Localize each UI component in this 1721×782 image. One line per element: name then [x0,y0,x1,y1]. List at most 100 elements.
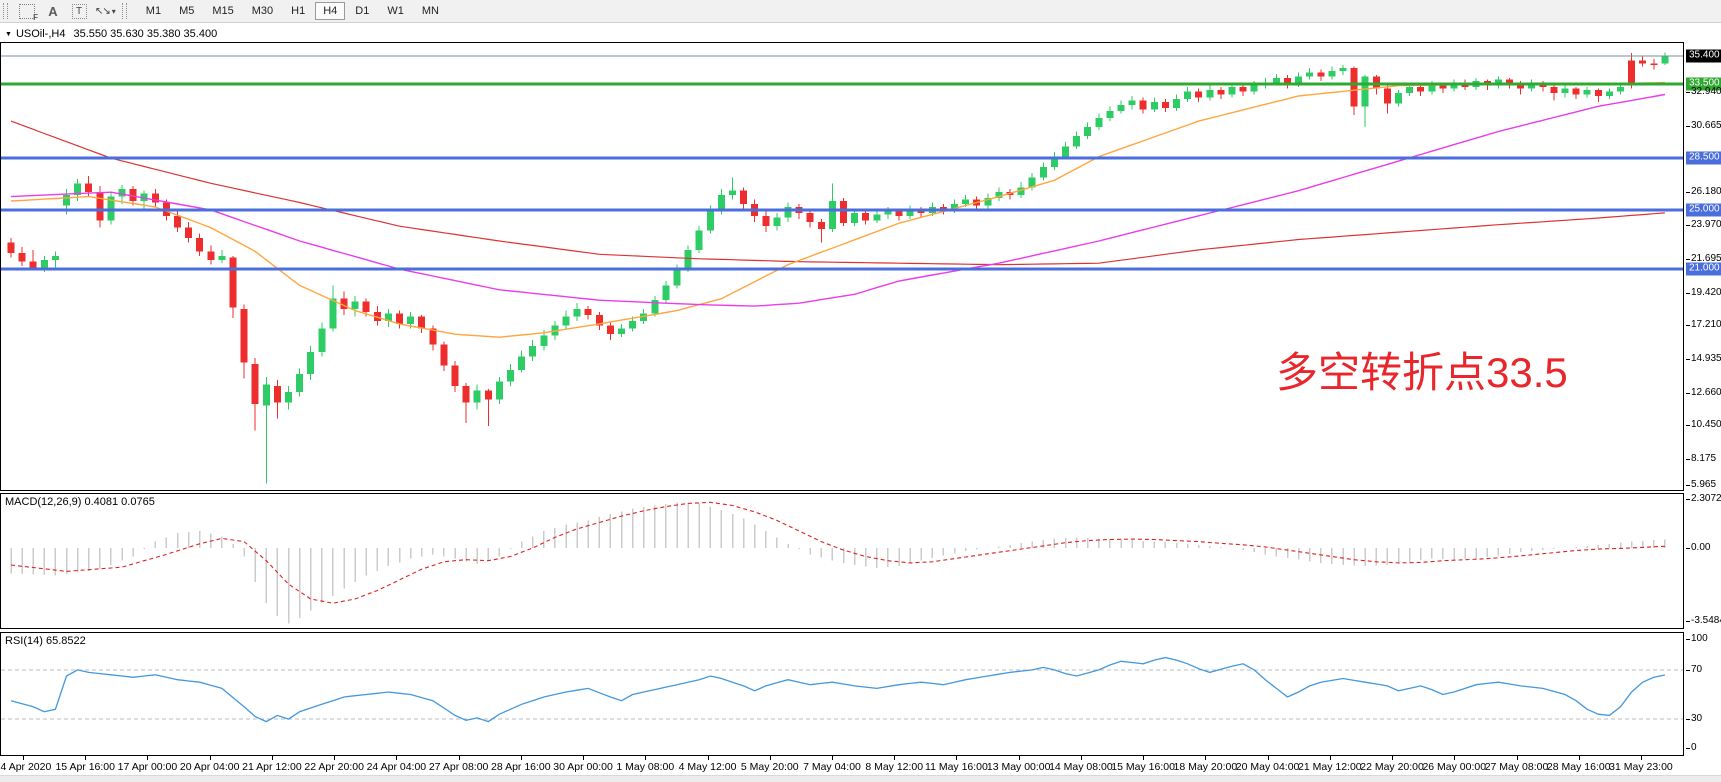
macd-histogram-group [10,502,1666,624]
timeframe-button-m15[interactable]: M15 [212,5,234,17]
date-tick [23,756,24,760]
date-tick [1640,756,1642,760]
boxed-t-glyph: T [71,3,87,19]
date-axis-label: 22 May 20:00 [1360,761,1424,773]
price-axis-label: 30.665 [1686,120,1721,132]
date-tick [396,756,398,760]
price-axis-label: 26.180 [1686,186,1721,198]
date-tick [707,756,709,760]
chart-annotation-text[interactable]: 多空转折点33.5 [1276,349,1568,396]
date-tick [956,756,958,760]
date-tick [271,756,273,760]
date-axis-label: 21 Apr 12:00 [242,761,302,773]
date-axis-label: 18 May 20:00 [1173,761,1238,773]
dotted-frame-icon: F [19,3,38,22]
symbol-timeframe-label: USOil-,H4 [15,28,66,40]
date-axis-label: 27 Apr 08:00 [428,761,489,773]
dropdown-triangle-icon[interactable]: ▼ [5,30,12,38]
rsi-panel[interactable]: RSI(14) 65.8522 [0,632,1684,756]
date-axis-label: 20 Apr 04:00 [179,761,240,773]
date-tick [147,756,149,760]
price-axis-label: 17.210 [1686,319,1721,331]
timeframe-button-group: M1 M5 M15 M30 H1 H4 D1 W1 MN [137,2,448,20]
ma-mid-magenta-line [10,93,1666,307]
date-tick [334,756,336,760]
price-axis-label: 21.000 [1686,262,1721,276]
date-tick [831,756,833,760]
date-axis-label: 8 May 12:00 [865,761,924,773]
date-axis-label: 13 May 00:00 [986,761,1051,773]
date-axis-label: 1 May 08:00 [616,761,675,773]
date-axis-label: 14 Apr 2020 [0,761,52,773]
arrows-icon: ↖↘ [95,5,111,17]
date-tick [1392,756,1394,760]
timeframe-button-m5[interactable]: M5 [179,5,195,17]
macd-indicator-label: MACD(12,26,9) 0.4081 0.0765 [5,496,155,508]
price-axis-label: 23.970 [1686,219,1721,231]
arrow-tools-button[interactable]: ↖↘ ▾ [95,2,116,20]
toolbar-grip-handle[interactable] [3,3,8,19]
date-axis-label: 15 May 16:00 [1111,761,1175,773]
text-tool-icon[interactable]: A [48,3,58,19]
price-axis-label: 32.940 [1686,86,1721,98]
date-axis-label: 30 Apr 00:00 [553,761,613,773]
date-tick [1018,756,1020,760]
ma-slow-red-line [10,120,1665,266]
date-tick [1516,756,1518,760]
text-label-tool-icon[interactable]: T [69,2,89,20]
price-axis-label: 8.175 [1685,452,1717,464]
timeframe-button-d1[interactable]: D1 [355,5,370,17]
price-axis-label: 12.660 [1686,386,1721,398]
date-axis-label: 22 Apr 20:00 [304,761,364,773]
date-tick [1267,756,1269,760]
date-tick [645,756,647,760]
macd-panel[interactable]: MACD(12,26,9) 0.4081 0.0765 [0,493,1684,629]
date-axis-label: 21 May 12:00 [1298,761,1362,773]
rsi-indicator-label: RSI(14) 65.8522 [5,635,86,647]
ma-fast-orange-line [10,81,1665,338]
chart-title-row: ▼ USOil-,H4 35.550 35.630 35.380 35.400 [5,27,217,41]
timeframe-button-m1[interactable]: M1 [145,5,162,17]
macd-canvas[interactable] [1,494,1683,628]
main-chart-canvas[interactable] [1,43,1683,490]
rsi-line [10,656,1666,723]
rsi-axis[interactable]: 100 70 30 0 [1685,632,1721,756]
timeframe-button-mn[interactable]: MN [421,5,439,17]
date-axis-label: 5 May 20:00 [740,761,799,773]
rsi-canvas[interactable] [1,633,1683,755]
chevron-down-icon: ▾ [111,6,116,16]
date-axis-label: 14 May 08:00 [1049,761,1113,773]
price-axis-label: 14.935 [1686,352,1721,364]
price-axis-label: 33.500 [1686,77,1721,91]
price-axis-label: 19.420 [1686,286,1721,298]
macd-signal-line [10,501,1665,604]
date-tick [894,756,896,760]
date-tick [85,756,87,760]
ohlc-quote-label: 35.550 35.630 35.380 35.400 [73,28,218,40]
bottom-strip [0,775,1721,782]
toolbar: F A T ↖↘ ▾ M1 M5 M15 M30 H1 H4 D1 W1 MN [0,0,1721,23]
timeframe-button-h4[interactable]: H4 [315,2,346,20]
date-axis-label: 7 May 04:00 [803,761,861,773]
date-axis-label: 17 Apr 00:00 [117,761,178,773]
date-axis-label: 11 May 16:00 [925,761,988,773]
timeframe-button-w1[interactable]: W1 [387,5,404,17]
date-axis-label: 15 Apr 16:00 [55,761,115,773]
horizontal-levels-group[interactable] [1,82,1683,271]
rsi-axis-label: 70 [1685,663,1703,675]
toolbar-grip-handle[interactable] [121,3,127,19]
frame-tool-icon[interactable]: F [17,2,38,22]
date-tick [769,756,771,760]
date-axis-label: 24 Apr 04:00 [366,761,427,773]
macd-axis[interactable]: 2.3072 0.00 -3.5484 [1685,493,1721,629]
main-chart-panel[interactable]: 多空转折点33.5 [0,42,1684,491]
timeframe-button-m30[interactable]: M30 [251,5,274,17]
moving-averages-group [10,81,1666,338]
price-axis-label: 21.695 [1686,252,1721,264]
date-axis[interactable]: 14 Apr 2020 15 Apr 16:00 17 Apr 00:00 20 Ap… [0,756,1721,775]
date-tick [1329,756,1331,760]
price-axis[interactable]: 35.400 33.500 32.940 30.665 28.500 26.180 25.0… [1685,42,1721,491]
timeframe-button-h1[interactable]: H1 [291,5,306,17]
price-axis-label: 5.965 [1685,479,1717,490]
rsi-axis-label: 0 [1686,742,1697,753]
